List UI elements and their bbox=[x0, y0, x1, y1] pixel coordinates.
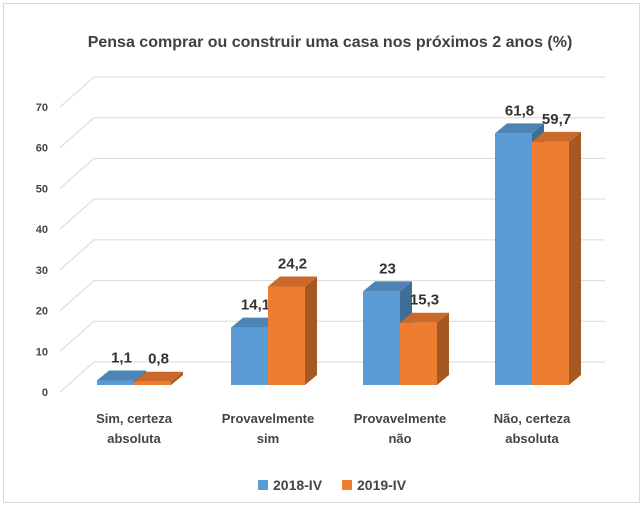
bar-front bbox=[400, 322, 437, 385]
bar-front bbox=[231, 327, 268, 385]
bar-front bbox=[532, 141, 569, 385]
bar-top bbox=[532, 131, 581, 142]
grid-line bbox=[59, 239, 605, 271]
bar bbox=[532, 131, 581, 385]
bar-front bbox=[495, 133, 532, 385]
y-tick-label: 20 bbox=[36, 306, 48, 318]
bar-side bbox=[171, 371, 183, 385]
data-label: 14,1 bbox=[241, 297, 270, 314]
y-tick-label: 0 bbox=[42, 387, 48, 399]
data-label: 1,1 bbox=[111, 350, 132, 367]
x-tick-label: Sim, certeza absoluta bbox=[96, 411, 173, 446]
chart-title: Pensa comprar ou construir uma casa nos … bbox=[88, 34, 573, 51]
bar bbox=[268, 276, 317, 385]
data-label: 0,8 bbox=[148, 351, 169, 368]
y-tick-label: 40 bbox=[36, 224, 48, 236]
bar-front bbox=[134, 381, 171, 385]
data-label: 61,8 bbox=[505, 102, 534, 119]
x-tick-label: Provavelmente não bbox=[354, 411, 447, 446]
grid-line bbox=[59, 280, 605, 311]
bar-side bbox=[305, 276, 317, 385]
bar-top bbox=[363, 281, 412, 292]
grid-line bbox=[59, 157, 605, 189]
bar-top bbox=[97, 370, 146, 381]
bar-top bbox=[400, 312, 449, 323]
y-tick-label: 50 bbox=[36, 183, 48, 195]
grid-line bbox=[59, 117, 605, 149]
legend-swatch bbox=[342, 480, 352, 490]
bar-side bbox=[437, 312, 449, 385]
y-tick-label: 30 bbox=[36, 265, 48, 277]
x-tick-label: Provavelmente sim bbox=[222, 411, 315, 446]
data-label: 23 bbox=[379, 260, 396, 277]
y-tick-label: 70 bbox=[36, 102, 48, 114]
bar-top bbox=[134, 371, 183, 382]
y-tick-label: 10 bbox=[36, 346, 48, 358]
data-label: 15,3 bbox=[410, 292, 439, 309]
data-label: 24,2 bbox=[278, 255, 307, 272]
legend-swatch bbox=[258, 480, 268, 490]
bar-front bbox=[363, 291, 400, 385]
grid-line bbox=[59, 76, 605, 108]
bar-side bbox=[569, 131, 581, 385]
legend-label: 2019-IV bbox=[357, 477, 407, 493]
bar-top bbox=[231, 317, 280, 328]
grid-line bbox=[59, 198, 605, 230]
bar bbox=[134, 371, 183, 385]
bar-front bbox=[268, 286, 305, 385]
data-label: 59,7 bbox=[542, 111, 571, 128]
x-tick-label: Não, certeza absoluta bbox=[494, 411, 571, 446]
bar-top bbox=[268, 276, 317, 287]
legend-label: 2018-IV bbox=[273, 477, 323, 493]
bar-top bbox=[495, 123, 544, 134]
y-tick-label: 60 bbox=[36, 143, 48, 155]
bar-front bbox=[97, 380, 134, 385]
bar bbox=[400, 312, 449, 385]
